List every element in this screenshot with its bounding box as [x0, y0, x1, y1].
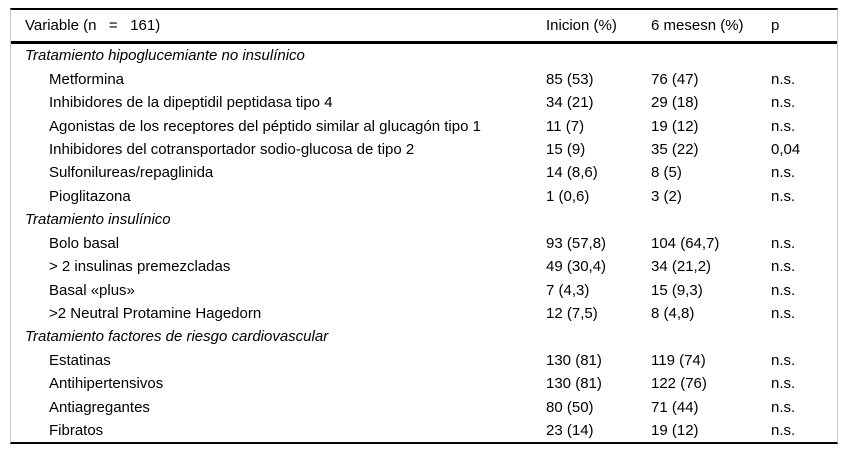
header-variable: Variable (n = 161)	[25, 17, 161, 34]
cell-inicio: 80 (50)	[546, 398, 594, 416]
cell-inicio: 7 (4,3)	[546, 281, 590, 299]
cell-6meses: 8 (5)	[651, 164, 682, 182]
section-row: Tratamiento factores de riesgo cardiovas…	[11, 325, 837, 348]
cell-6meses: 71 (44)	[651, 398, 699, 416]
cell-6meses: 122 (76)	[651, 375, 707, 393]
cell-inicio: 15 (9)	[546, 140, 586, 158]
cell-6meses: 3 (2)	[651, 187, 682, 205]
cell-p: n.s.	[771, 70, 796, 88]
section-row: Tratamiento insulínico	[11, 208, 837, 231]
cell-6meses: 29 (18)	[651, 94, 699, 112]
cell-inicio: 49 (30,4)	[546, 258, 607, 276]
cell-p: n.s.	[771, 94, 796, 112]
cell-6meses: 76 (47)	[651, 70, 699, 88]
table-row: Inhibidores de la dipeptidil peptidasa t…	[11, 91, 837, 114]
row-label: Estatinas	[49, 351, 111, 369]
cell-p: n.s.	[771, 234, 796, 252]
row-label: Inhibidores de la dipeptidil peptidasa t…	[49, 94, 333, 112]
cell-inicio: 1 (0,6)	[546, 187, 590, 205]
cell-p: n.s.	[771, 422, 796, 440]
row-label: >2 Neutral Protamine Hagedorn	[49, 305, 262, 323]
table-row: Pioglitazona 1 (0,6) 3 (2) n.s.	[11, 185, 837, 208]
table-row: Agonistas de los receptores del péptido …	[11, 114, 837, 137]
cell-p: n.s.	[771, 187, 796, 205]
cell-6meses: 15 (9,3)	[651, 281, 703, 299]
section-label: Tratamiento factores de riesgo cardiovas…	[25, 328, 329, 346]
cell-inicio: 85 (53)	[546, 70, 594, 88]
row-label: Antiagregantes	[49, 398, 150, 416]
study-treatment-table: Variable (n = 161) Inicion (%) 6 mesesn …	[10, 8, 838, 445]
cell-p: n.s.	[771, 375, 796, 393]
cell-p: n.s.	[771, 305, 796, 323]
table-row: Sulfonilureas/repaglinida 14 (8,6) 8 (5)…	[11, 161, 837, 184]
section-row: Tratamiento hipoglucemiante no insulínic…	[11, 44, 837, 67]
table-row: Metformina 85 (53) 76 (47) n.s.	[11, 67, 837, 90]
cell-p: n.s.	[771, 281, 796, 299]
table-row: Bolo basal 93 (57,8) 104 (64,7) n.s.	[11, 232, 837, 255]
header-inicio: Inicion (%)	[546, 17, 617, 34]
cell-6meses: 104 (64,7)	[651, 234, 720, 252]
row-label: Bolo basal	[49, 234, 120, 252]
table-row: Fibratos 23 (14) 19 (12) n.s.	[11, 419, 837, 442]
cell-inicio: 23 (14)	[546, 422, 594, 440]
row-label: Antihipertensivos	[49, 375, 164, 393]
header-p: p	[771, 17, 780, 34]
table-row: Basal «plus» 7 (4,3) 15 (9,3) n.s.	[11, 278, 837, 301]
table-header-row: Variable (n = 161) Inicion (%) 6 mesesn …	[11, 10, 837, 44]
row-label: Metformina	[49, 70, 125, 88]
table-row: >2 Neutral Protamine Hagedorn 12 (7,5) 8…	[11, 302, 837, 325]
table-row: Antiagregantes 80 (50) 71 (44) n.s.	[11, 396, 837, 419]
cell-p: 0,04	[771, 140, 801, 158]
cell-inicio: 14 (8,6)	[546, 164, 598, 182]
table-row: > 2 insulinas premezcladas 49 (30,4) 34 …	[11, 255, 837, 278]
row-label: > 2 insulinas premezcladas	[49, 258, 231, 276]
cell-p: n.s.	[771, 258, 796, 276]
table-row: Estatinas 130 (81) 119 (74) n.s.	[11, 349, 837, 372]
row-label: Agonistas de los receptores del péptido …	[49, 117, 481, 135]
cell-6meses: 19 (12)	[651, 422, 699, 440]
row-label: Pioglitazona	[49, 187, 131, 205]
table-row: Inhibidores del cotransportador sodio-gl…	[11, 138, 837, 161]
header-6meses: 6 mesesn (%)	[651, 17, 744, 34]
cell-inicio: 130 (81)	[546, 351, 602, 369]
cell-inicio: 130 (81)	[546, 375, 602, 393]
row-label: Inhibidores del cotransportador sodio-gl…	[49, 140, 415, 158]
table-row: Antihipertensivos 130 (81) 122 (76) n.s.	[11, 372, 837, 395]
row-label: Basal «plus»	[49, 281, 135, 299]
cell-p: n.s.	[771, 398, 796, 416]
cell-6meses: 8 (4,8)	[651, 305, 695, 323]
cell-inicio: 93 (57,8)	[546, 234, 607, 252]
cell-6meses: 19 (12)	[651, 117, 699, 135]
cell-6meses: 35 (22)	[651, 140, 699, 158]
cell-6meses: 34 (21,2)	[651, 258, 712, 276]
cell-inicio: 11 (7)	[546, 117, 585, 135]
cell-p: n.s.	[771, 351, 796, 369]
cell-6meses: 119 (74)	[651, 351, 706, 369]
section-label: Tratamiento hipoglucemiante no insulínic…	[25, 47, 305, 65]
cell-p: n.s.	[771, 117, 796, 135]
row-label: Fibratos	[49, 422, 104, 440]
cell-inicio: 34 (21)	[546, 94, 594, 112]
cell-inicio: 12 (7,5)	[546, 305, 598, 323]
row-label: Sulfonilureas/repaglinida	[49, 164, 214, 182]
section-label: Tratamiento insulínico	[25, 211, 171, 229]
cell-p: n.s.	[771, 164, 796, 182]
